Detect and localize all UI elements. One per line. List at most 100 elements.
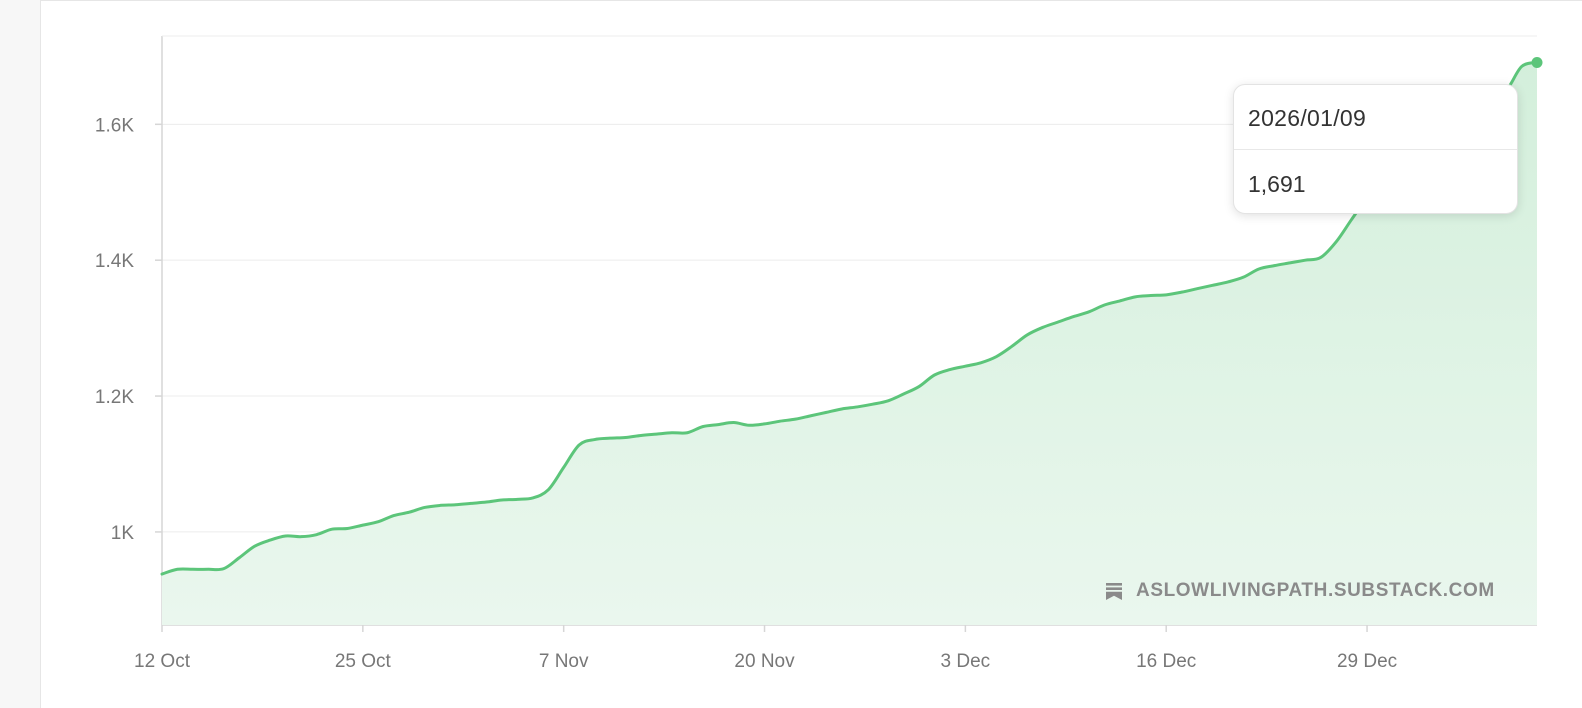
data-point[interactable]	[513, 495, 521, 503]
watermark[interactable]: ASLOWLIVINGPATH.SUBSTACK.COM	[1104, 578, 1495, 604]
data-point[interactable]	[544, 486, 552, 494]
data-point[interactable]	[807, 412, 815, 420]
x-tick-label: 12 Oct	[134, 651, 191, 672]
x-tick-label: 29 Dec	[1337, 651, 1397, 672]
data-point[interactable]	[266, 536, 274, 544]
data-point[interactable]	[1239, 273, 1247, 281]
data-point[interactable]	[838, 405, 846, 413]
series-line	[160, 60, 1539, 576]
data-point[interactable]	[730, 419, 738, 427]
data-point[interactable]	[173, 565, 181, 573]
data-point[interactable]	[915, 383, 923, 391]
y-tick-label: 1.2K	[95, 387, 134, 408]
data-point[interactable]	[637, 431, 645, 439]
data-point[interactable]	[606, 434, 614, 442]
data-point[interactable]	[791, 415, 799, 423]
data-point[interactable]	[1193, 285, 1201, 293]
data-point[interactable]	[761, 420, 769, 428]
data-point[interactable]	[1008, 342, 1016, 350]
data-point[interactable]	[977, 359, 985, 367]
data-point[interactable]	[1255, 265, 1263, 273]
data-point[interactable]	[482, 498, 490, 506]
data-point[interactable]	[621, 434, 629, 442]
data-point[interactable]	[328, 525, 336, 533]
data-point[interactable]	[853, 403, 861, 411]
data-point[interactable]	[1317, 253, 1325, 261]
data-point[interactable]	[1224, 278, 1232, 286]
data-point[interactable]	[405, 508, 413, 516]
data-point[interactable]	[652, 430, 660, 438]
data-point[interactable]	[668, 429, 676, 437]
data-point[interactable]	[189, 565, 197, 573]
x-tick-labels: 12 Oct 25 Oct 7 Nov 20 Nov 3 Dec 16 Dec 29 Dec	[134, 625, 1397, 672]
x-tick-label: 16 Dec	[1136, 651, 1196, 672]
x-tick-label: 7 Nov	[539, 651, 589, 672]
data-point[interactable]	[343, 525, 351, 533]
data-point[interactable]	[1209, 281, 1217, 289]
data-point[interactable]	[390, 512, 398, 520]
data-point[interactable]	[1116, 297, 1124, 305]
tooltip-date: 2026/01/09	[1234, 85, 1517, 150]
data-point[interactable]	[1178, 288, 1186, 296]
data-point[interactable]	[374, 518, 382, 526]
data-point[interactable]	[869, 400, 877, 408]
data-point[interactable]	[204, 565, 212, 573]
x-tick-label: 25 Oct	[335, 651, 392, 672]
data-point[interactable]	[683, 429, 691, 437]
y-tick-labels: 1K 1.2K 1.4K 1.6K	[95, 115, 134, 544]
hover-tooltip: 2026/01/09 1,691	[1233, 84, 1518, 214]
data-point[interactable]	[1162, 291, 1170, 299]
data-point[interactable]	[1348, 215, 1356, 223]
data-point[interactable]	[992, 353, 1000, 361]
data-point[interactable]	[235, 554, 243, 562]
data-point[interactable]	[714, 421, 722, 429]
data-point[interactable]	[529, 494, 537, 502]
data-point[interactable]	[1332, 238, 1340, 246]
data-point[interactable]	[282, 532, 290, 540]
data-point[interactable]	[1270, 262, 1278, 270]
data-point[interactable]	[1131, 293, 1139, 301]
data-point[interactable]	[498, 496, 506, 504]
data-point[interactable]	[776, 417, 784, 425]
data-point[interactable]	[961, 362, 969, 370]
x-tick-label: 20 Nov	[734, 651, 795, 672]
data-point[interactable]	[436, 501, 444, 509]
data-point[interactable]	[884, 397, 892, 405]
y-tick-label: 1.6K	[95, 115, 134, 136]
data-point[interactable]	[297, 533, 305, 541]
data-point[interactable]	[900, 390, 908, 398]
data-point[interactable]	[1301, 256, 1309, 264]
data-point[interactable]	[421, 503, 429, 511]
data-point[interactable]	[220, 565, 228, 573]
data-point[interactable]	[699, 423, 707, 431]
data-point[interactable]	[1286, 259, 1294, 267]
data-point[interactable]	[946, 366, 954, 374]
data-point[interactable]	[467, 499, 475, 507]
data-point[interactable]	[560, 463, 568, 471]
watermark-text: ASLOWLIVINGPATH.SUBSTACK.COM	[1136, 580, 1495, 601]
data-point[interactable]	[452, 501, 460, 509]
data-point[interactable]	[158, 570, 166, 578]
tooltip-value: 1,691	[1248, 171, 1306, 197]
data-point[interactable]	[1518, 63, 1526, 71]
data-point[interactable]	[1147, 292, 1155, 300]
data-point[interactable]	[930, 371, 938, 379]
data-point[interactable]	[1085, 308, 1093, 316]
data-point[interactable]	[575, 441, 583, 449]
x-tick-label: 3 Dec	[941, 651, 991, 672]
data-point[interactable]	[745, 421, 753, 429]
data-point[interactable]	[1054, 318, 1062, 326]
data-point[interactable]	[251, 542, 259, 550]
last-point-marker[interactable]	[1531, 56, 1543, 68]
data-point[interactable]	[591, 436, 599, 444]
data-point[interactable]	[1023, 331, 1031, 339]
y-tick-label: 1K	[111, 523, 135, 544]
data-point[interactable]	[822, 408, 830, 416]
data-point[interactable]	[1100, 301, 1108, 309]
data-point[interactable]	[359, 521, 367, 529]
area-fill	[162, 62, 1537, 626]
data-point[interactable]	[1070, 313, 1078, 321]
data-point[interactable]	[312, 531, 320, 539]
data-point[interactable]	[1039, 323, 1047, 331]
